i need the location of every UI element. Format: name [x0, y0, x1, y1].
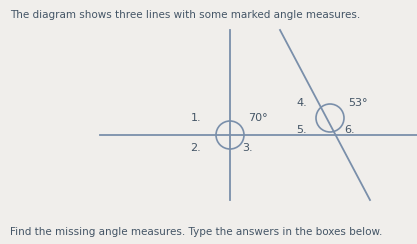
Text: 6.: 6. — [345, 125, 355, 135]
Text: 2.: 2. — [191, 143, 201, 153]
Text: Find the missing angle measures. Type the answers in the boxes below.: Find the missing angle measures. Type th… — [10, 227, 382, 237]
Text: 4.: 4. — [296, 98, 307, 108]
Text: 53°: 53° — [348, 98, 368, 108]
Text: The diagram shows three lines with some marked angle measures.: The diagram shows three lines with some … — [10, 10, 360, 20]
Text: 5.: 5. — [296, 125, 307, 135]
Text: 70°: 70° — [248, 113, 268, 123]
Text: 3.: 3. — [243, 143, 253, 153]
Text: 1.: 1. — [191, 113, 201, 123]
